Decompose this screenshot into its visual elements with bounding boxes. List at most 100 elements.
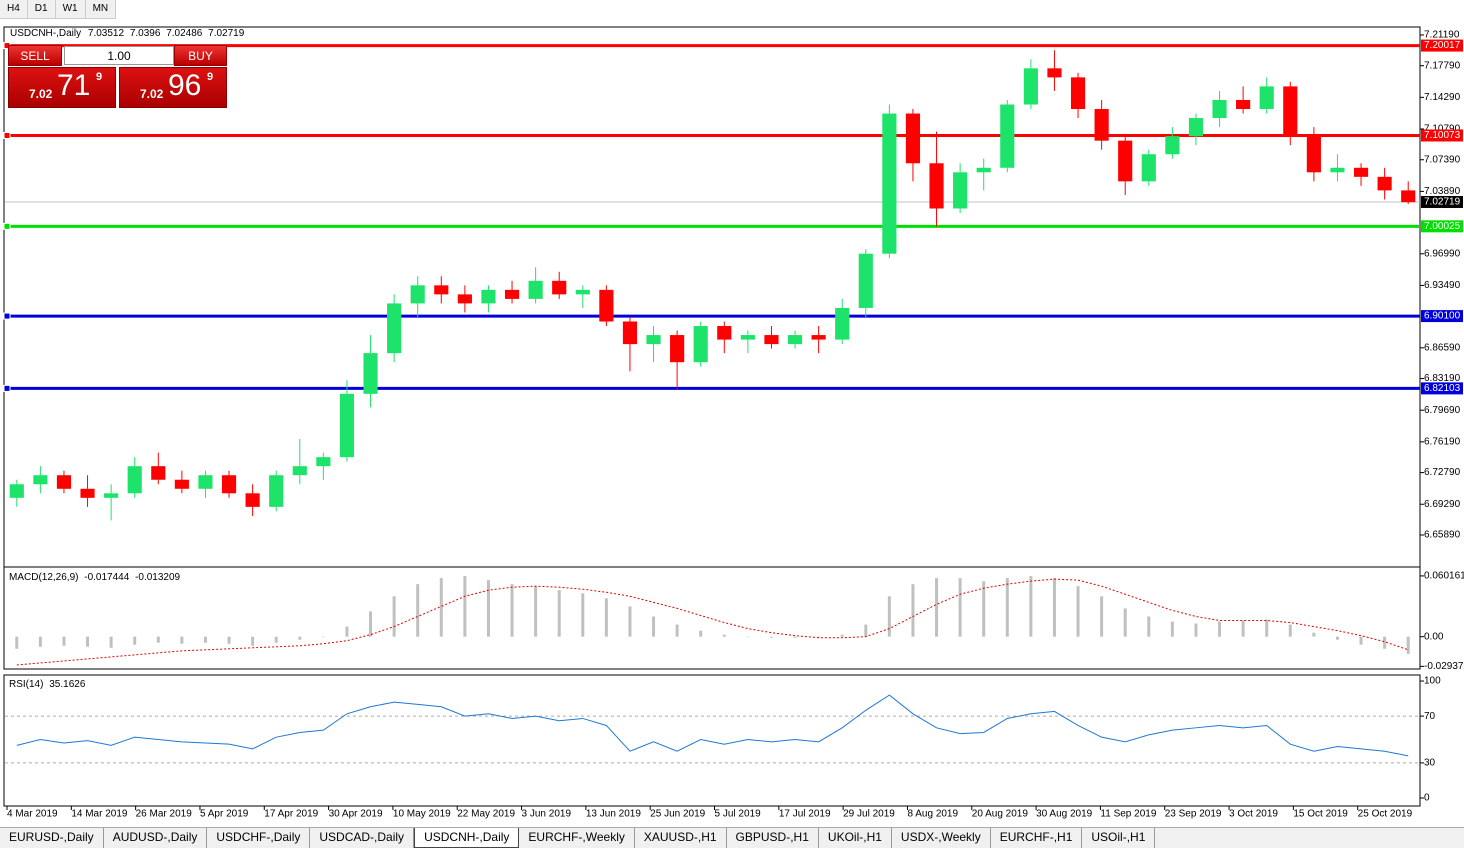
level-box bbox=[1421, 129, 1463, 142]
current-price-label: 7.02719 bbox=[1424, 197, 1461, 208]
macd-bar bbox=[86, 636, 90, 647]
sell-button[interactable]: SELL bbox=[8, 45, 62, 66]
ask-price[interactable]: 7.02 96 9 bbox=[119, 67, 227, 108]
y-tick-label: 7.21190 bbox=[1424, 30, 1460, 41]
macd-bar bbox=[1241, 620, 1245, 637]
chart-tab[interactable]: GBPUSD-,H1 bbox=[727, 828, 819, 848]
bid-big-figure: 7.02 bbox=[29, 87, 53, 101]
timeframe-button[interactable]: D1 bbox=[28, 0, 56, 18]
candle-body bbox=[1094, 109, 1109, 141]
chart-tab[interactable]: EURCHF-,H1 bbox=[991, 828, 1083, 848]
chart-tab[interactable]: XAUUSD-,H1 bbox=[635, 828, 727, 848]
x-tick-label: 17 Jul 2019 bbox=[779, 809, 831, 820]
chart-tab[interactable]: EURCHF-,Weekly bbox=[519, 828, 635, 848]
lot-input[interactable]: 1.00 bbox=[64, 46, 174, 65]
candle-body bbox=[339, 393, 355, 458]
macd-bar bbox=[1359, 636, 1363, 645]
candle-body bbox=[1141, 154, 1156, 182]
ohlc-close: 7.02719 bbox=[208, 28, 245, 39]
rsi-value: 35.1626 bbox=[49, 679, 86, 690]
macd-bar bbox=[369, 611, 373, 637]
macd-main: -0.017444 bbox=[84, 572, 129, 583]
macd-bar bbox=[817, 636, 821, 638]
macd-bar bbox=[486, 580, 490, 637]
main-frame bbox=[3, 26, 1421, 568]
macd-bar bbox=[510, 584, 514, 637]
chart-tab[interactable]: USDCHF-,Daily bbox=[207, 828, 311, 848]
chart-tab[interactable]: USDX-,Weekly bbox=[892, 828, 991, 848]
timeframe-button[interactable]: H4 bbox=[0, 0, 28, 18]
y-tick-label: 70 bbox=[1424, 711, 1436, 722]
y-tick-label: 7.14290 bbox=[1424, 92, 1461, 103]
y-tick-label: 7.03890 bbox=[1424, 186, 1461, 197]
macd-bar bbox=[581, 593, 585, 637]
y-tick-label: 6.72790 bbox=[1424, 467, 1461, 478]
macd-bar bbox=[628, 606, 632, 637]
macd-bar bbox=[746, 636, 750, 638]
candle-body bbox=[1236, 99, 1251, 110]
chart-tab[interactable]: USOil-,H1 bbox=[1082, 828, 1156, 848]
macd-frame bbox=[3, 566, 1421, 670]
level-anchor bbox=[3, 131, 11, 139]
y-tick-label: 6.96990 bbox=[1424, 248, 1461, 259]
candle-body bbox=[552, 280, 567, 295]
candle-body bbox=[622, 321, 638, 345]
chart-tab[interactable]: USDCNH-,Daily bbox=[414, 828, 520, 848]
x-tick-label: 5 Jul 2019 bbox=[715, 809, 762, 820]
macd-bar bbox=[604, 598, 608, 637]
candle-body bbox=[929, 163, 944, 209]
level-label: 7.00025 bbox=[1424, 221, 1461, 232]
macd-bar bbox=[911, 584, 915, 637]
candle-body bbox=[292, 466, 307, 476]
macd-bar bbox=[1218, 621, 1222, 637]
ask-big-figure: 7.02 bbox=[140, 87, 164, 101]
ohlc-high: 7.0396 bbox=[130, 28, 161, 39]
candle-body bbox=[953, 172, 968, 209]
timeframe-button[interactable]: MN bbox=[86, 0, 117, 18]
candle-body bbox=[599, 289, 614, 322]
y-tick-label: 6.83190 bbox=[1424, 373, 1461, 384]
macd-bar bbox=[887, 596, 891, 637]
macd-bar bbox=[439, 578, 443, 637]
macd-bar bbox=[722, 634, 726, 637]
chart-tab[interactable]: UKOil-,H1 bbox=[819, 828, 892, 848]
level-label: 6.90100 bbox=[1424, 311, 1461, 322]
ask-pips: 96 bbox=[168, 69, 202, 102]
macd-bar bbox=[675, 624, 679, 637]
chart-tab[interactable]: AUDUSD-,Daily bbox=[104, 828, 208, 848]
chart-tab[interactable]: USDCAD-,Daily bbox=[310, 828, 415, 848]
macd-bar bbox=[133, 636, 137, 645]
candle-body bbox=[1401, 190, 1416, 203]
macd-bar bbox=[1123, 608, 1127, 637]
x-tick-label: 3 Oct 2019 bbox=[1229, 809, 1278, 820]
timeframe-button[interactable]: W1 bbox=[56, 0, 86, 18]
candle-body bbox=[646, 335, 661, 345]
macd-bar bbox=[416, 584, 420, 637]
bid-price[interactable]: 7.02 71 9 bbox=[8, 67, 116, 108]
chart-tab[interactable]: EURUSD-,Daily bbox=[0, 828, 104, 848]
macd-bar bbox=[1005, 578, 1009, 637]
buy-button[interactable]: BUY bbox=[174, 45, 227, 66]
current-price-box bbox=[1421, 195, 1463, 208]
macd-bar bbox=[109, 636, 113, 648]
candle-body bbox=[127, 466, 142, 494]
level-anchor bbox=[3, 222, 11, 230]
level-box bbox=[1421, 39, 1463, 52]
level-label: 7.10073 bbox=[1424, 130, 1461, 141]
x-tick-label: 29 Jul 2019 bbox=[843, 809, 895, 820]
candle-body bbox=[104, 493, 119, 498]
candle-body bbox=[481, 289, 496, 304]
y-tick-label: 6.79690 bbox=[1424, 405, 1461, 416]
candle-body bbox=[80, 488, 95, 498]
candle-body bbox=[33, 475, 48, 485]
y-tick-label: 7.07390 bbox=[1424, 154, 1461, 165]
macd-bar bbox=[1029, 576, 1033, 637]
candle-body bbox=[1377, 176, 1392, 191]
candle-body bbox=[151, 466, 166, 480]
candle-body bbox=[976, 167, 991, 173]
macd-bar bbox=[62, 636, 66, 646]
ohlc-low: 7.02486 bbox=[166, 28, 203, 39]
macd-bar bbox=[864, 624, 868, 637]
x-tick-label: 22 May 2019 bbox=[457, 809, 515, 820]
macd-signal-line bbox=[16, 578, 1409, 666]
